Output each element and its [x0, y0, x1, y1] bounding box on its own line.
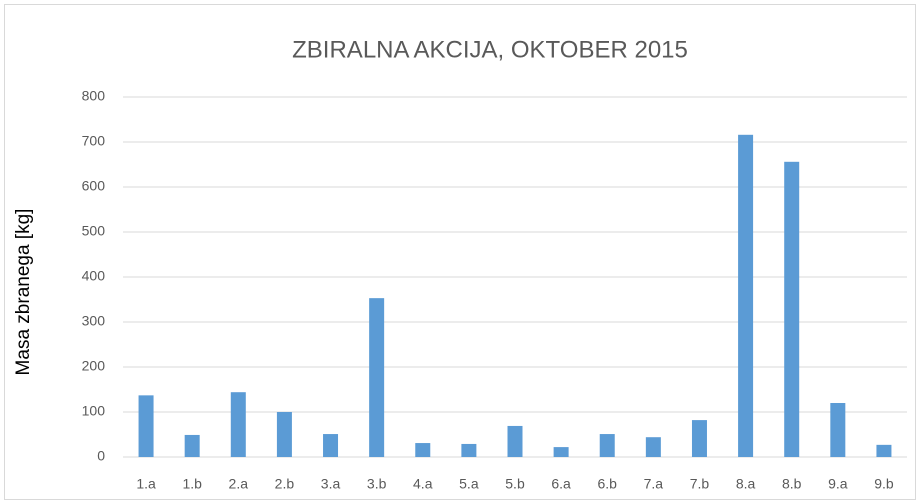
x-tick-label: 6.a [551, 476, 571, 492]
y-tick-label: 300 [82, 313, 106, 329]
x-tick-label: 2.b [275, 476, 295, 492]
x-tick-label: 9.a [828, 476, 848, 492]
bar [830, 403, 846, 457]
bar [645, 437, 661, 457]
x-tick-label: 3.b [367, 476, 387, 492]
y-tick-label: 400 [82, 268, 106, 284]
y-tick-label: 600 [82, 178, 106, 194]
chart-border [4, 4, 916, 500]
bar [369, 298, 385, 457]
x-tick-label: 7.b [690, 476, 710, 492]
chart-title: ZBIRALNA AKCIJA, OKTOBER 2015 [292, 36, 688, 63]
bar [461, 443, 477, 457]
x-tick-label: 8.b [782, 476, 802, 492]
y-tick-label: 500 [82, 223, 106, 239]
x-tick-label: 6.b [598, 476, 618, 492]
y-tick-label: 700 [82, 133, 106, 149]
x-tick-label: 9.b [874, 476, 894, 492]
x-tick-label: 8.a [736, 476, 756, 492]
bar [230, 392, 246, 457]
bar [138, 395, 154, 457]
x-tick-label: 5.a [459, 476, 479, 492]
x-tick-label: 1.a [136, 476, 156, 492]
bar [784, 161, 800, 458]
x-tick-label: 4.a [413, 476, 433, 492]
y-tick-label: 100 [82, 403, 106, 419]
bar [553, 447, 569, 457]
bar [738, 134, 754, 458]
bar [276, 412, 292, 457]
x-tick-label: 3.a [321, 476, 341, 492]
x-tick-label: 5.b [505, 476, 525, 492]
bar [599, 434, 615, 457]
x-tick-label: 7.a [644, 476, 664, 492]
bar [323, 434, 339, 457]
bar [507, 425, 523, 457]
x-tick-label: 1.b [182, 476, 202, 492]
y-tick-label: 0 [97, 448, 105, 464]
y-tick-label: 200 [82, 358, 106, 374]
bar [184, 434, 200, 457]
y-tick-label: 800 [82, 88, 106, 104]
bar [876, 444, 892, 457]
bar [691, 420, 707, 457]
bar [415, 443, 431, 457]
y-axis-label: Masa zbranega [kg] [13, 209, 34, 376]
x-tick-label: 2.a [229, 476, 249, 492]
